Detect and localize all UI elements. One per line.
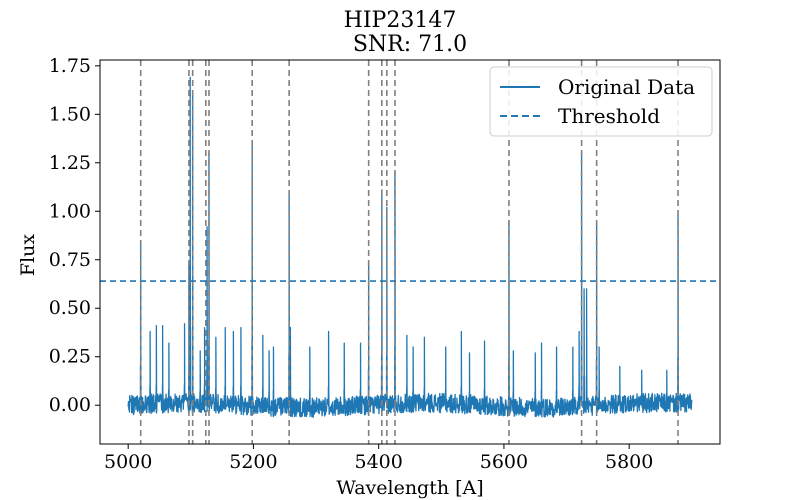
y-tick-label: 1.25 [49, 152, 91, 174]
y-axis-label: Flux [17, 234, 39, 276]
x-tick-label: 5200 [229, 451, 277, 473]
x-tick-label: 5600 [480, 451, 528, 473]
series-original-data [127, 76, 693, 418]
chart-subtitle: SNR: 71.0 [353, 32, 467, 57]
y-tick-label: 0.50 [49, 297, 91, 319]
legend: Original Data Threshold [489, 66, 713, 137]
y-axis: 0.00 0.25 0.50 0.75 1.00 1.25 1.50 1.75 [49, 55, 100, 416]
y-tick-label: 0.25 [49, 346, 91, 368]
legend-box [489, 66, 713, 137]
plot-frame [99, 59, 721, 445]
x-axis-label: Wavelength [A] [336, 477, 483, 499]
chart-title: HIP23147 [344, 8, 457, 33]
y-tick-label: 0.75 [49, 249, 91, 271]
x-tick-label: 5400 [355, 451, 403, 473]
x-axis: 5000 5200 5400 5600 5800 [104, 444, 653, 473]
y-tick-label: 1.00 [49, 200, 91, 222]
y-tick-label: 1.50 [49, 103, 91, 125]
x-tick-label: 5000 [104, 451, 152, 473]
y-tick-label: 1.75 [49, 55, 91, 77]
legend-label-threshold: Threshold [558, 104, 660, 128]
y-tick-label: 0.00 [49, 394, 91, 416]
plot-area [100, 60, 720, 444]
legend-label-original-data: Original Data [558, 75, 695, 99]
x-tick-label: 5800 [605, 451, 653, 473]
